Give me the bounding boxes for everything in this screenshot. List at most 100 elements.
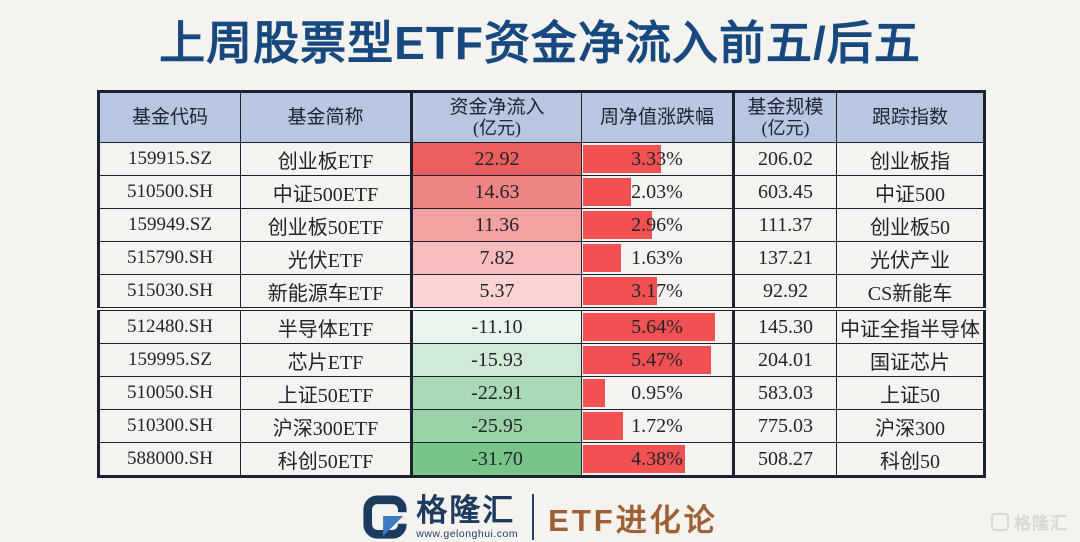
weekly-change-value: 5.64% [631,315,683,338]
page-title: 上周股票型ETF资金净流入前五/后五 [159,17,921,69]
change-data-bar [583,346,711,374]
gelonghui-logo-icon [363,495,409,539]
weekly-change-value: 5.47% [631,348,683,371]
cell-tracking-index: 光伏产业 [836,241,985,275]
cell-fund-name: 沪深300ETF [240,409,412,443]
cell-net-flow: -11.10 [410,307,582,344]
cell-fund-code: 588000.SH [98,442,241,477]
column-header-1: 基金简称 [240,91,412,143]
cell-weekly-change: 2.03% [581,175,735,209]
cell-weekly-change: 2.96% [581,208,735,242]
footer-divider [532,494,535,540]
change-data-bar [583,145,661,173]
table-row: 159995.SZ 芯片ETF -15.93 5.47% 204.01 国证芯片 [98,343,985,377]
cell-fund-code: 515790.SH [98,241,241,275]
table-row: 510300.SH 沪深300ETF -25.95 1.72% 775.03 沪深300 [98,409,985,443]
weekly-change-value: 2.03% [631,180,683,203]
cell-net-flow: 5.37 [410,274,582,310]
cell-fund-size: 206.02 [733,142,837,176]
brand-block: 格隆汇 www.gelonghui.com [362,494,518,540]
cell-fund-size: 145.30 [733,307,837,344]
weekly-change-value: 3.33% [631,147,683,170]
cell-net-flow: 7.82 [410,241,582,275]
footer: 格隆汇 www.gelonghui.com ETF进化论 [0,494,1080,540]
cell-fund-name: 上证50ETF [240,376,412,410]
cell-fund-size: 508.27 [733,442,837,477]
cell-fund-name: 光伏ETF [240,241,412,275]
cell-tracking-index: 上证50 [836,376,985,410]
change-data-bar [583,211,653,239]
cell-tracking-index: 国证芯片 [836,343,985,377]
weekly-change-value: 1.63% [631,246,683,269]
cell-fund-code: 510500.SH [98,175,241,209]
table-row: 510500.SH 中证500ETF 14.63 2.03% 603.45 中证500 [98,175,985,209]
cell-tracking-index: 中证全指半导体 [836,307,985,344]
weekly-change-value: 1.72% [631,414,683,437]
table-row: 159949.SZ 创业板50ETF 11.36 2.96% 111.37 创业板50 [98,208,985,242]
cell-fund-name: 芯片ETF [240,343,412,377]
cell-fund-size: 92.92 [733,274,837,310]
etf-flow-table: 基金代码 基金简称 资金净流入 (亿元) 周净值涨跌幅 基金规模 (亿元) 跟踪指数 1599… [97,90,986,478]
change-data-bar [583,313,715,341]
column-header-2: 资金净流入 (亿元) [410,91,582,143]
cell-fund-size: 204.01 [733,343,837,377]
cell-fund-code: 515030.SH [98,274,241,310]
cell-tracking-index: 沪深300 [836,409,985,443]
cell-fund-code: 159949.SZ [98,208,241,242]
cell-weekly-change: 1.63% [581,241,735,275]
column-header-3: 周净值涨跌幅 [581,91,735,143]
change-data-bar [583,178,631,206]
change-data-bar [583,277,658,305]
watermark-text: 格隆汇 [1014,514,1068,533]
table-header-row: 基金代码 基金简称 资金净流入 (亿元) 周净值涨跌幅 基金规模 (亿元) 跟踪指数 [98,91,985,143]
cell-weekly-change: 0.95% [581,376,735,410]
table-row: 510050.SH 上证50ETF -22.91 0.95% 583.03 上证50 [98,376,985,410]
cell-fund-size: 603.45 [733,175,837,209]
cell-tracking-index: 科创50 [836,442,985,477]
table-row: 588000.SH 科创50ETF -31.70 4.38% 508.27 科创50 [98,442,985,477]
cell-fund-code: 159915.SZ [98,142,241,176]
cell-fund-name: 创业板50ETF [240,208,412,242]
cell-fund-code: 159995.SZ [98,343,241,377]
cell-fund-name: 创业板ETF [240,142,412,176]
cell-net-flow: -25.95 [410,409,582,443]
cell-fund-code: 510050.SH [98,376,241,410]
cell-fund-name: 半导体ETF [240,307,412,344]
weekly-change-value: 2.96% [631,213,683,236]
cell-fund-name: 中证500ETF [240,175,412,209]
cell-fund-size: 583.03 [733,376,837,410]
cell-weekly-change: 3.17% [581,274,735,310]
table-row: 512480.SH 半导体ETF -11.10 5.64% 145.30 中证全指半导体 [98,307,985,344]
cell-net-flow: -31.70 [410,442,582,477]
brand-url: www.gelonghui.com [416,527,519,540]
cell-tracking-index: 中证500 [836,175,985,209]
cell-weekly-change: 4.38% [581,442,735,477]
brand-text: 格隆汇 www.gelonghui.com [416,495,518,540]
cell-tracking-index: 创业板指 [836,142,985,176]
table-row: 159915.SZ 创业板ETF 22.92 3.33% 206.02 创业板指 [98,142,985,176]
cell-fund-name: 新能源车ETF [240,274,412,310]
cell-fund-code: 512480.SH [98,307,241,344]
change-data-bar [583,244,622,272]
cell-net-flow: 11.36 [410,208,582,242]
series-title: ETF进化论 [548,502,718,538]
column-header-0: 基金代码 [98,91,241,143]
cell-net-flow: -22.91 [410,376,582,410]
cell-weekly-change: 1.72% [581,409,735,443]
column-header-5: 跟踪指数 [836,91,985,143]
weekly-change-value: 4.38% [631,447,683,470]
cell-fund-code: 510300.SH [98,409,241,443]
cell-fund-name: 科创50ETF [240,442,412,477]
cell-fund-size: 775.03 [733,409,837,443]
cell-weekly-change: 5.47% [581,343,735,377]
cell-fund-size: 111.37 [733,208,837,242]
change-data-bar [583,379,606,407]
change-data-bar [583,412,624,440]
weekly-change-value: 0.95% [631,381,683,404]
table-row: 515790.SH 光伏ETF 7.82 1.63% 137.21 光伏产业 [98,241,985,275]
watermark-g-icon [991,512,1009,531]
cell-fund-size: 137.21 [733,241,837,275]
cell-net-flow: 14.63 [410,175,582,209]
cell-tracking-index: CS新能车 [836,274,985,310]
column-header-4: 基金规模 (亿元) [733,91,837,143]
